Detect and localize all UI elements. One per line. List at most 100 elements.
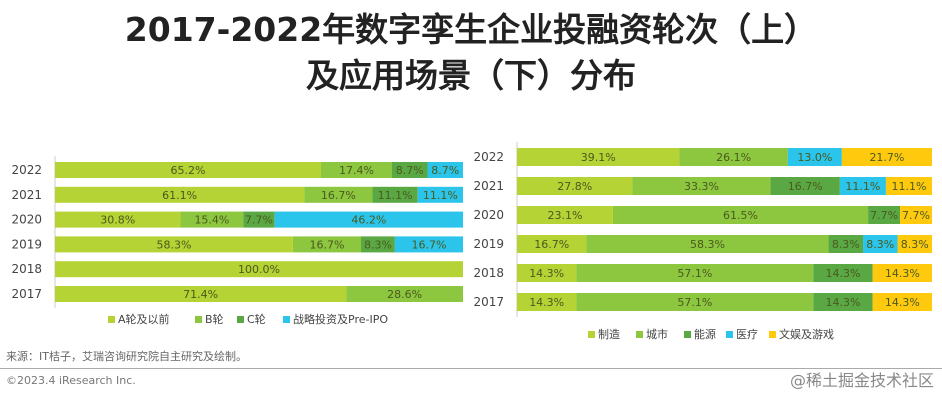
bar-segment bbox=[770, 177, 840, 195]
bar-segment bbox=[872, 264, 932, 282]
legend-label: A轮及以前 bbox=[118, 312, 170, 326]
y-tick-label: 2020 bbox=[11, 213, 42, 227]
bar-segment bbox=[180, 211, 244, 228]
data-label: 14.3% bbox=[885, 296, 920, 309]
bar-segment bbox=[517, 148, 680, 166]
bar-segment bbox=[828, 235, 864, 253]
data-label: 16.7% bbox=[534, 238, 569, 251]
bar-segment bbox=[427, 162, 463, 178]
data-label: 57.1% bbox=[677, 296, 712, 309]
bar-segment bbox=[872, 293, 932, 311]
data-label: 11.1% bbox=[845, 180, 880, 193]
bar-segment bbox=[900, 206, 932, 224]
bar-segment bbox=[55, 236, 293, 253]
data-label: 13.0% bbox=[797, 151, 832, 164]
bar-segment bbox=[517, 177, 633, 195]
legend-swatch bbox=[237, 316, 244, 323]
y-tick-label: 2018 bbox=[11, 262, 42, 276]
bar-segment bbox=[55, 261, 463, 278]
y-tick-label: 2018 bbox=[473, 266, 504, 280]
bar-segment bbox=[417, 186, 463, 203]
legend-swatch bbox=[769, 331, 776, 338]
data-label: 33.3% bbox=[684, 180, 719, 193]
bar-segment bbox=[586, 235, 829, 253]
source-note: 来源：IT桔子，艾瑞咨询研究院自主研究及绘制。 bbox=[6, 350, 247, 363]
legend-label: 战略投资及Pre-IPO bbox=[293, 312, 388, 326]
bar-segment bbox=[243, 211, 275, 228]
data-label: 27.8% bbox=[557, 180, 592, 193]
bar-segment bbox=[632, 177, 771, 195]
bar-segment bbox=[517, 264, 577, 282]
bar-segment bbox=[863, 235, 898, 253]
legend-swatch bbox=[636, 331, 643, 338]
copyright: ©2023.4 iResearch Inc. bbox=[6, 374, 136, 387]
bar-segment bbox=[346, 286, 463, 302]
bar-segment bbox=[813, 293, 873, 311]
bar-segment bbox=[517, 293, 577, 311]
legend-swatch bbox=[588, 331, 595, 338]
data-label: 14.3% bbox=[529, 296, 564, 309]
data-label: 30.8% bbox=[100, 214, 135, 227]
y-tick-label: 2021 bbox=[11, 188, 42, 202]
data-label: 71.4% bbox=[183, 288, 218, 301]
y-tick-label: 2019 bbox=[11, 237, 42, 251]
legend-swatch bbox=[726, 331, 733, 338]
bar-segment bbox=[885, 177, 932, 195]
data-label: 16.7% bbox=[309, 238, 344, 251]
data-label: 58.3% bbox=[156, 238, 191, 251]
y-tick-label: 2020 bbox=[473, 208, 504, 222]
data-label: 57.1% bbox=[677, 267, 712, 280]
legend-label: 文娱及游戏 bbox=[779, 327, 834, 341]
data-label: 46.2% bbox=[351, 214, 386, 227]
data-label: 100.0% bbox=[238, 263, 280, 276]
legend-label: 医疗 bbox=[736, 327, 758, 341]
data-label: 8.3% bbox=[832, 238, 860, 251]
y-tick-label: 2022 bbox=[11, 163, 42, 177]
data-label: 16.7% bbox=[411, 238, 446, 251]
legend-swatch bbox=[195, 316, 202, 323]
data-label: 61.1% bbox=[162, 189, 197, 202]
legend-label: 制造 bbox=[598, 327, 620, 341]
data-label: 8.3% bbox=[364, 238, 392, 251]
bar-segment bbox=[839, 177, 886, 195]
chart-title-line2: 及应用场景（下）分布 bbox=[306, 56, 636, 95]
legend-label: B轮 bbox=[205, 312, 224, 326]
bar-segment bbox=[304, 186, 373, 203]
legend-swatch bbox=[108, 316, 115, 323]
data-label: 26.1% bbox=[716, 151, 751, 164]
data-label: 14.3% bbox=[885, 267, 920, 280]
bar-segment bbox=[787, 148, 842, 166]
bar-segment bbox=[612, 206, 869, 224]
data-label: 7.7% bbox=[245, 214, 273, 227]
data-label: 8.3% bbox=[901, 238, 929, 251]
bar-segment bbox=[679, 148, 788, 166]
data-label: 8.7% bbox=[396, 164, 424, 177]
data-label: 14.3% bbox=[826, 267, 861, 280]
data-label: 11.1% bbox=[423, 189, 458, 202]
data-label: 14.3% bbox=[529, 267, 564, 280]
bar-segment bbox=[361, 236, 395, 253]
chart-title-line1: 2017-2022年数字孪生企业投融资轮次（上） bbox=[124, 10, 818, 49]
y-tick-label: 2019 bbox=[473, 237, 504, 251]
bar-segment bbox=[394, 236, 463, 253]
legend-swatch bbox=[283, 316, 290, 323]
data-label: 14.3% bbox=[826, 296, 861, 309]
bar-segment bbox=[392, 162, 428, 178]
bar-segment bbox=[517, 206, 613, 224]
legend-label: 能源 bbox=[694, 327, 716, 341]
data-label: 16.7% bbox=[788, 180, 823, 193]
y-tick-label: 2017 bbox=[11, 287, 42, 301]
data-label: 7.7% bbox=[902, 209, 930, 222]
data-label: 39.1% bbox=[581, 151, 616, 164]
watermark: @稀土掘金技术社区 bbox=[789, 371, 934, 390]
data-label: 16.7% bbox=[321, 189, 356, 202]
bar-segment bbox=[868, 206, 901, 224]
bar-segment bbox=[841, 148, 932, 166]
bar-segment bbox=[576, 264, 814, 282]
data-label: 23.1% bbox=[547, 209, 582, 222]
bar-segment bbox=[55, 286, 347, 302]
data-label: 7.7% bbox=[870, 209, 898, 222]
bar-segment bbox=[372, 186, 418, 203]
legend-label: C轮 bbox=[247, 312, 266, 326]
divider bbox=[0, 368, 942, 369]
